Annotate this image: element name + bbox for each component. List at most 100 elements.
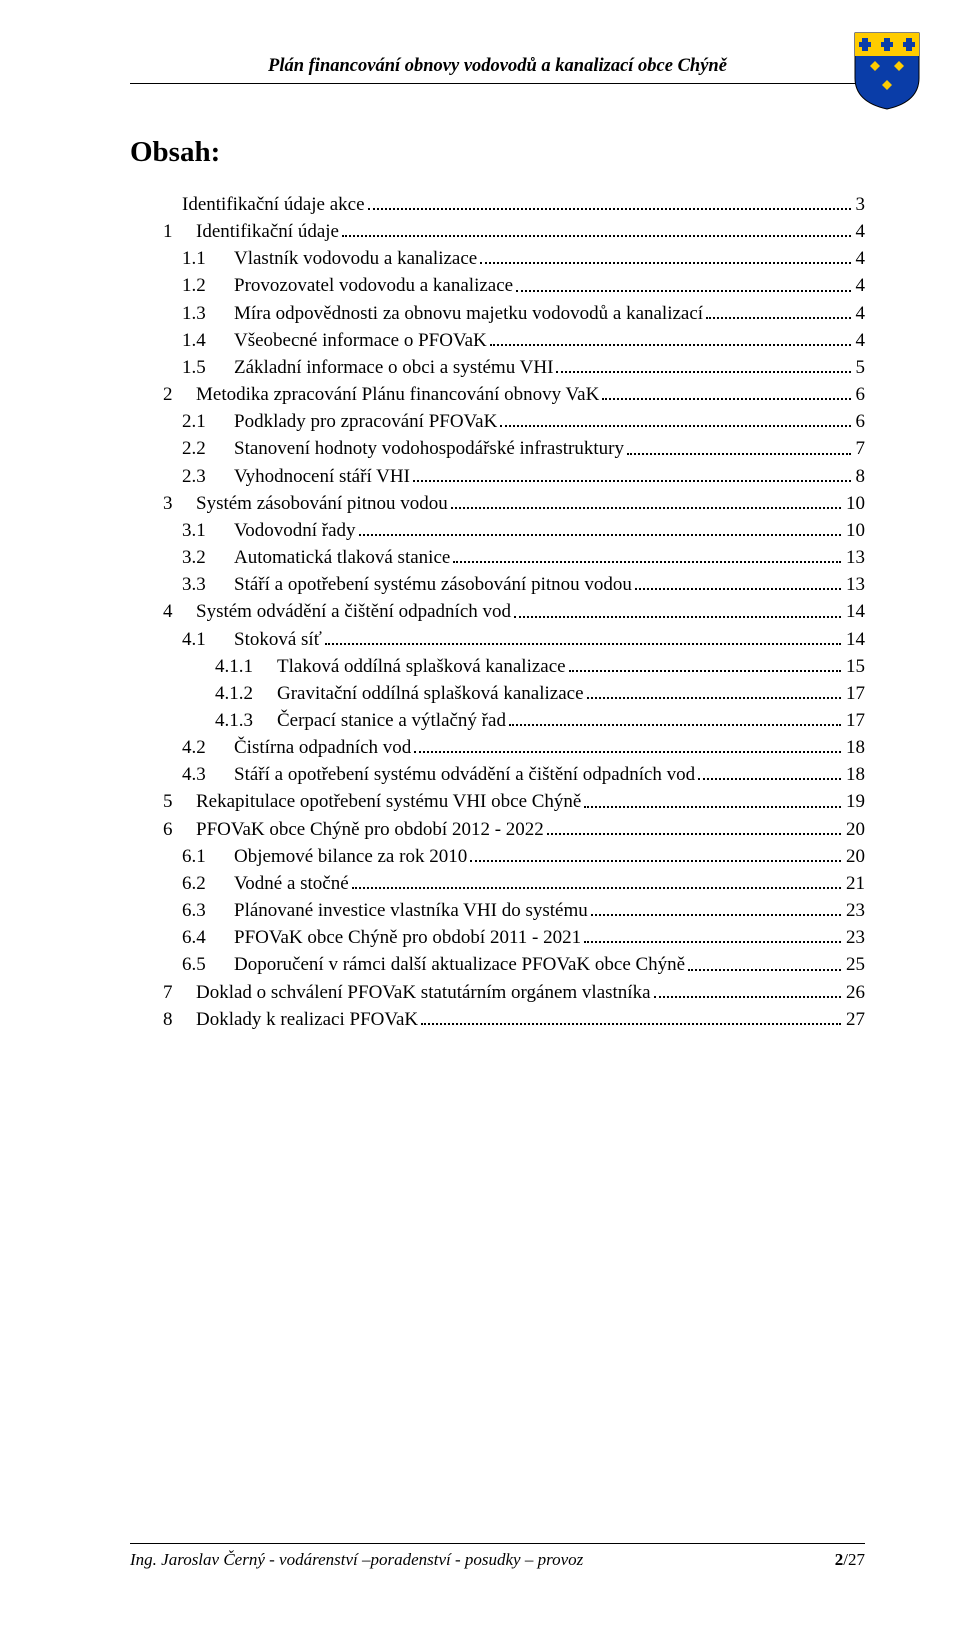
toc-entry-page: 23 [844, 924, 865, 951]
toc-entry-label: Systém zásobování pitnou vodou [196, 490, 448, 517]
toc-entry: 6.4PFOVaK obce Chýně pro období 2011 - 2… [130, 924, 865, 951]
toc-entry: 4.1Stoková síť14 [130, 626, 865, 653]
toc-entry-number: 7 [163, 979, 196, 1006]
toc-entry-label: Identifikační údaje [196, 218, 339, 245]
toc-entry-page: 14 [844, 598, 865, 625]
toc-entry: 4.1.2Gravitační oddílná splašková kanali… [130, 680, 865, 707]
toc-entry-number: 4.1.1 [215, 653, 277, 680]
toc-entry-number: 2 [163, 381, 196, 408]
toc-entry-number: 3.3 [182, 571, 234, 598]
toc-leader-dots [627, 453, 851, 455]
table-of-contents: Identifikační údaje akce 3 1Identifikační … [130, 191, 865, 1033]
toc-entry: 1Identifikační údaje 4 [130, 218, 865, 245]
toc-entry-label: Systém odvádění a čištění odpadních vod [196, 598, 511, 625]
toc-entry-page: 7 [854, 435, 866, 462]
toc-entry: 2.2Stanovení hodnoty vodohospodářské inf… [130, 435, 865, 462]
toc-entry-label: Tlaková oddílná splašková kanalizace [277, 653, 566, 680]
toc-entry-number: 6.3 [182, 897, 234, 924]
footer-author: Ing. Jaroslav Černý - vodárenství –porad… [130, 1550, 583, 1570]
toc-entry-label: Metodika zpracování Plánu financování ob… [196, 381, 599, 408]
toc-leader-dots [480, 262, 850, 264]
toc-entry-label: Objemové bilance za rok 2010 [234, 843, 467, 870]
toc-entry-label: Identifikační údaje akce [182, 191, 365, 218]
toc-entry: 1.4Všeobecné informace o PFOVaK4 [130, 327, 865, 354]
toc-entry-page: 19 [844, 788, 865, 815]
toc-entry-number: 3 [163, 490, 196, 517]
toc-leader-dots [584, 941, 841, 943]
toc-entry-page: 4 [854, 245, 866, 272]
toc-entry-number: 1.2 [182, 272, 234, 299]
toc-entry-page: 4 [854, 218, 866, 245]
toc-entry: 3Systém zásobování pitnou vodou10 [130, 490, 865, 517]
toc-entry: 4.2Čistírna odpadních vod18 [130, 734, 865, 761]
toc-entry-label: Čerpací stanice a výtlačný řad [277, 707, 506, 734]
toc-leader-dots [654, 996, 841, 998]
toc-entry-number: 6.2 [182, 870, 234, 897]
toc-leader-dots [698, 778, 841, 780]
toc-entry-page: 21 [844, 870, 865, 897]
toc-entry-label: Stáří a opotřebení systému odvádění a či… [234, 761, 695, 788]
toc-entry-page: 13 [844, 544, 865, 571]
toc-entry-label: Vodovodní řady [234, 517, 356, 544]
toc-entry-number: 1 [163, 218, 196, 245]
toc-entry-page: 26 [844, 979, 865, 1006]
toc-entry-number: 4 [163, 598, 196, 625]
toc-entry: 4Systém odvádění a čištění odpadních vod… [130, 598, 865, 625]
toc-leader-dots [359, 534, 841, 536]
toc-entry-number: 1.3 [182, 300, 234, 327]
toc-leader-dots [470, 860, 841, 862]
toc-entry-number: 4.3 [182, 761, 234, 788]
toc-entry-page: 13 [844, 571, 865, 598]
total-pages: /27 [843, 1550, 865, 1569]
toc-entry: 2.3Vyhodnocení stáří VHI8 [130, 463, 865, 490]
toc-leader-dots [509, 724, 841, 726]
toc-leader-dots [587, 697, 841, 699]
toc-entry-label: Všeobecné informace o PFOVaK [234, 327, 487, 354]
toc-entry-number: 3.2 [182, 544, 234, 571]
toc-entry: 4.3Stáří a opotřebení systému odvádění a… [130, 761, 865, 788]
toc-leader-dots [490, 344, 851, 346]
toc-entry: 3.2Automatická tlaková stanice13 [130, 544, 865, 571]
toc-leader-dots [368, 208, 851, 210]
toc-entry-label: PFOVaK obce Chýně pro období 2011 - 2021 [234, 924, 581, 951]
toc-entry-number: 4.1 [182, 626, 234, 653]
toc-entry: 6PFOVaK obce Chýně pro období 2012 - 202… [130, 816, 865, 843]
toc-entry-page: 18 [844, 761, 865, 788]
toc-entry: 3.3Stáří a opotřebení systému zásobování… [130, 571, 865, 598]
toc-entry: 6.1Objemové bilance za rok 201020 [130, 843, 865, 870]
toc-entry-number: 6.4 [182, 924, 234, 951]
footer-page-number: 2/27 [835, 1550, 865, 1570]
toc-entry-number: 8 [163, 1006, 196, 1033]
toc-entry-label: Doklad o schválení PFOVaK statutárním or… [196, 979, 651, 1006]
toc-leader-dots [706, 317, 850, 319]
toc-entry-number: 1.1 [182, 245, 234, 272]
toc-entry: 7Doklad o schválení PFOVaK statutárním o… [130, 979, 865, 1006]
toc-leader-dots [688, 969, 841, 971]
toc-entry: 6.5Doporučení v rámci další aktualizace … [130, 951, 865, 978]
toc-entry-page: 14 [844, 626, 865, 653]
toc-entry-page: 6 [854, 408, 866, 435]
header-separator [130, 83, 865, 84]
toc-entry-label: Základní informace o obci a systému VHI [234, 354, 553, 381]
toc-entry-number: 1.5 [182, 354, 234, 381]
toc-leader-dots [556, 371, 850, 373]
toc-entry-number: 6.1 [182, 843, 234, 870]
toc-entry-label: Provozovatel vodovodu a kanalizace [234, 272, 513, 299]
toc-leader-dots [413, 480, 851, 482]
toc-entry: 6.3Plánované investice vlastníka VHI do … [130, 897, 865, 924]
toc-entry: 8Doklady k realizaci PFOVaK27 [130, 1006, 865, 1033]
footer-separator [130, 1543, 865, 1544]
toc-entry: 4.1.1Tlaková oddílná splašková kanalizac… [130, 653, 865, 680]
toc-entry-number: 4.1.2 [215, 680, 277, 707]
footer-row: Ing. Jaroslav Černý - vodárenství –porad… [130, 1550, 865, 1570]
toc-entry-number: 4.1.3 [215, 707, 277, 734]
toc-leader-dots [325, 643, 841, 645]
toc-entry-number: 6 [163, 816, 196, 843]
toc-leader-dots [451, 507, 841, 509]
toc-entry-label: Doklady k realizaci PFOVaK [196, 1006, 418, 1033]
toc-entry: 1.5Základní informace o obci a systému V… [130, 354, 865, 381]
toc-entry-label: Míra odpovědnosti za obnovu majetku vodo… [234, 300, 703, 327]
toc-entry: 4.1.3Čerpací stanice a výtlačný řad17 [130, 707, 865, 734]
toc-leader-dots [500, 425, 850, 427]
toc-leader-dots [635, 588, 841, 590]
